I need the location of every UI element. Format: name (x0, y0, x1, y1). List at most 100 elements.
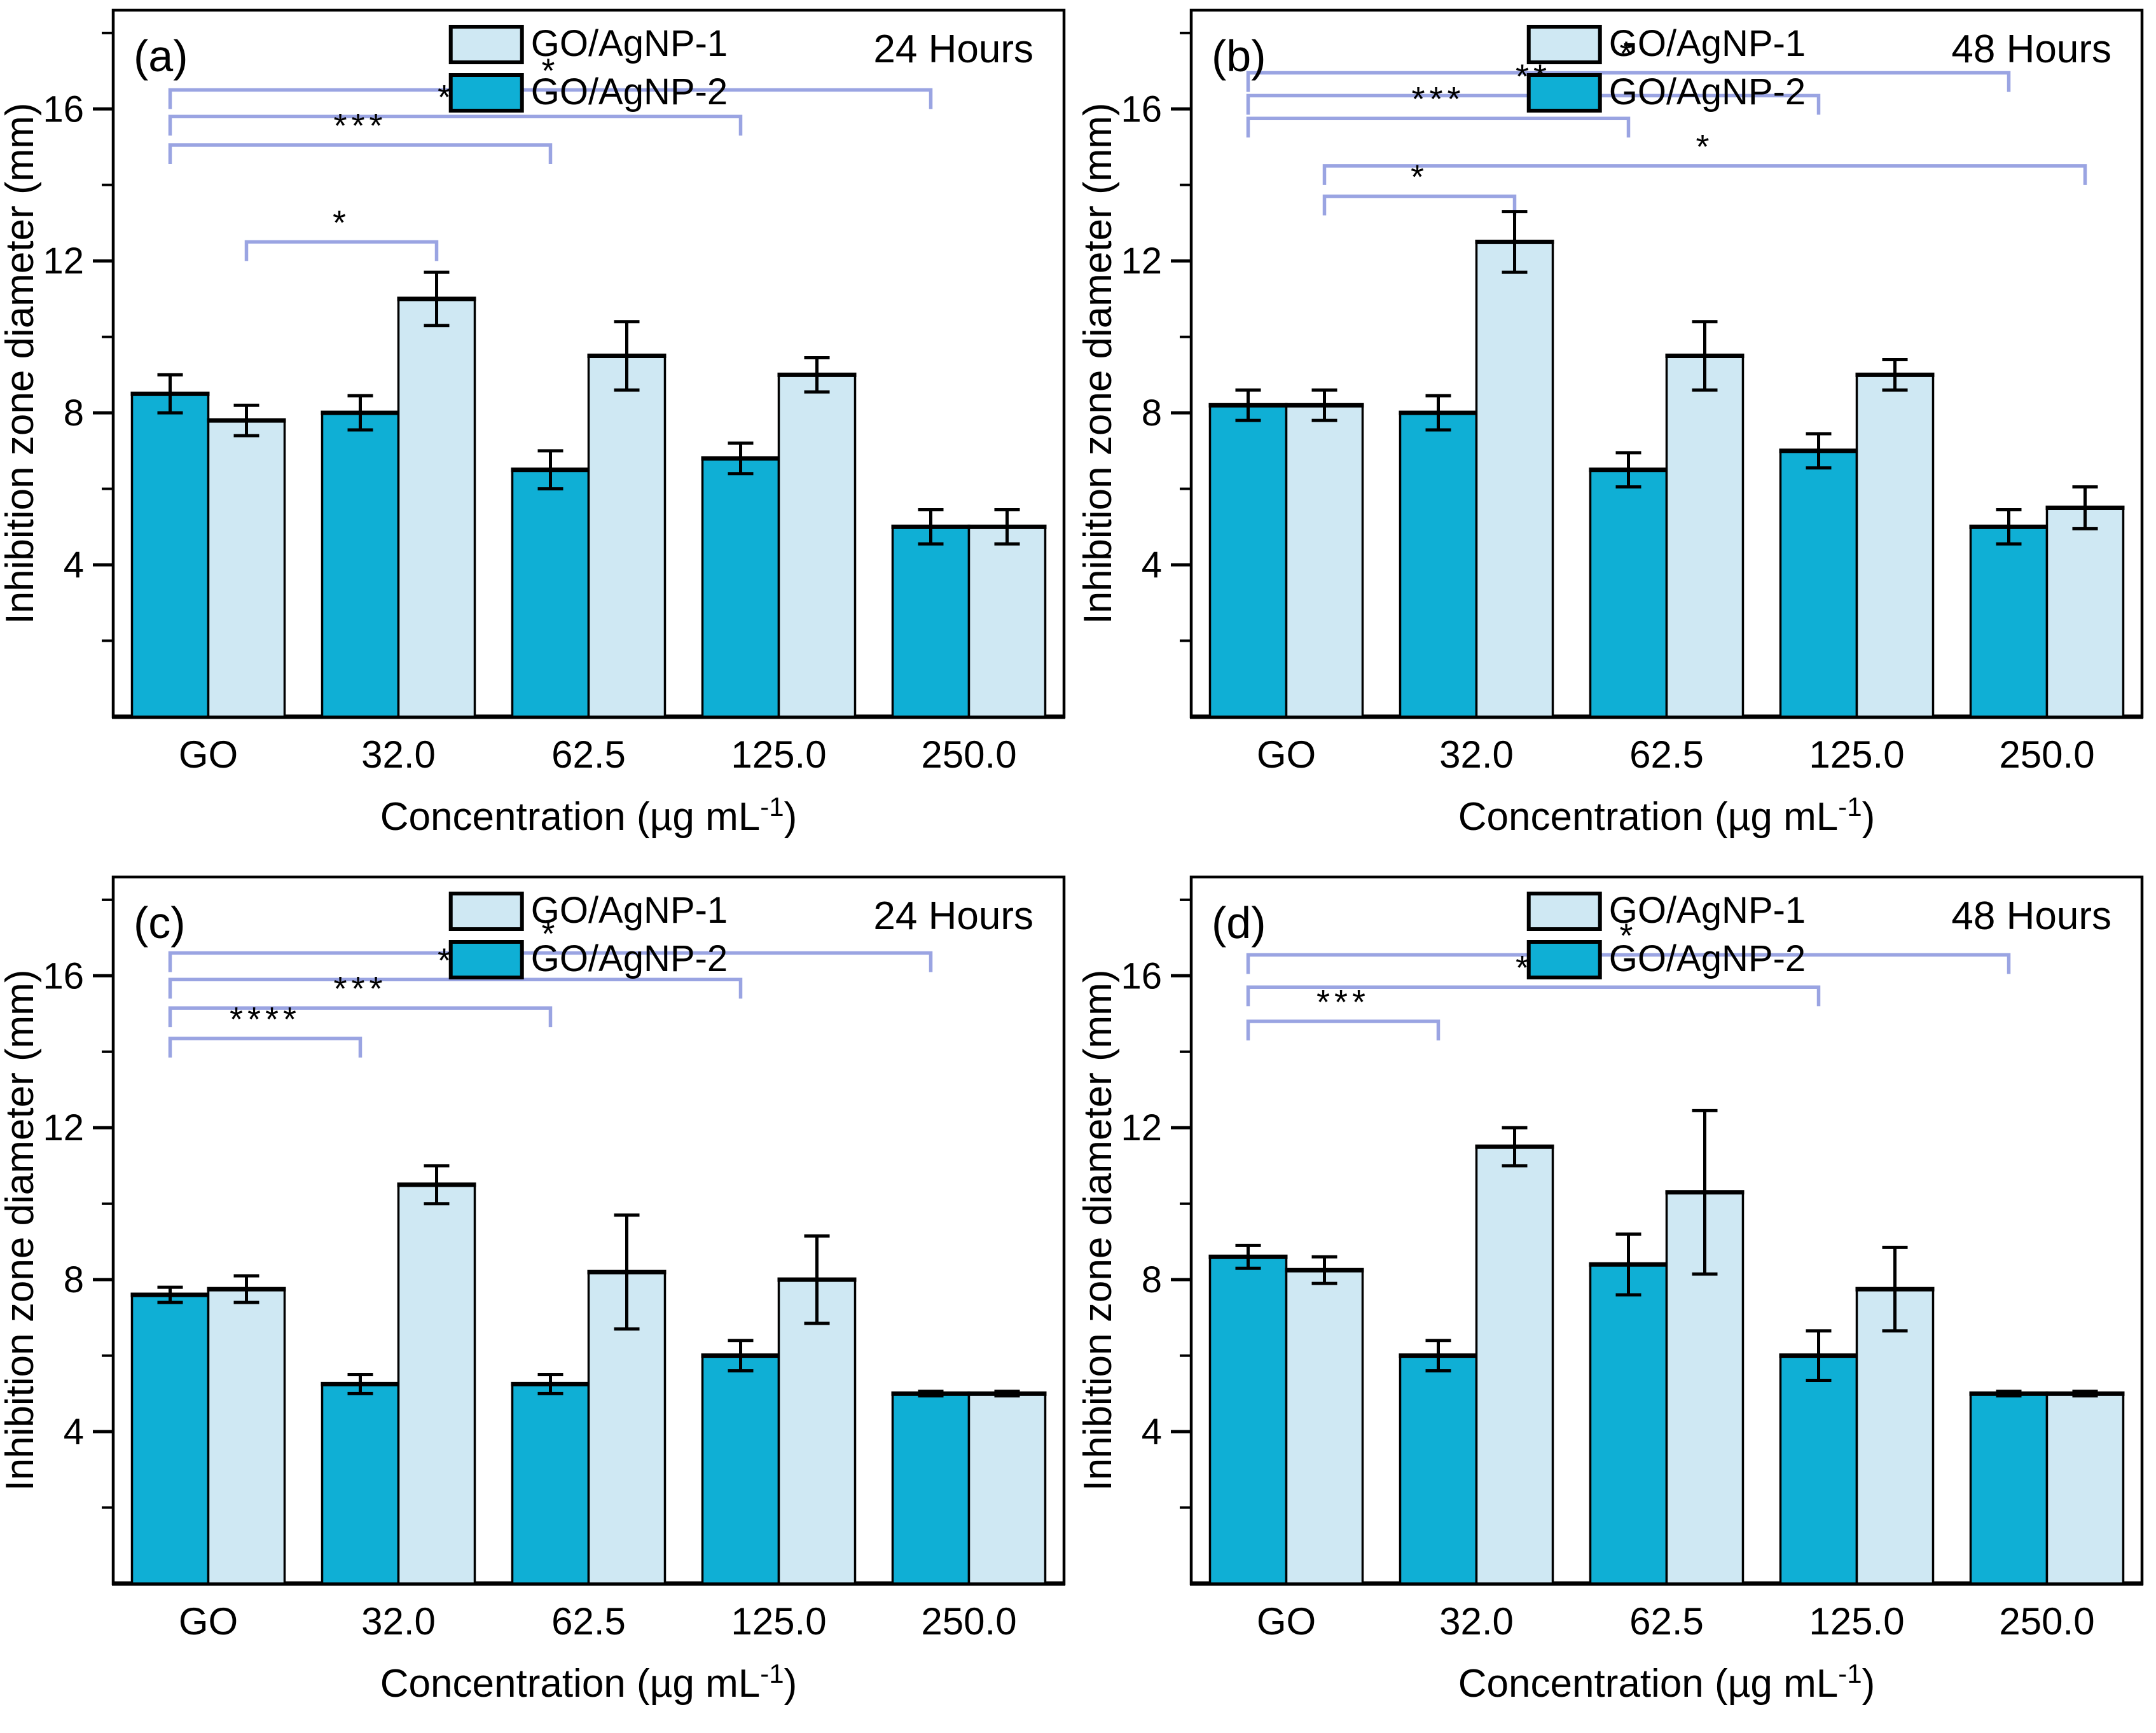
x-tick-label: GO (1257, 733, 1316, 776)
bar (1855, 373, 1935, 718)
x-tick-label: GO (179, 733, 238, 776)
error-bars (1235, 210, 2098, 546)
bar (130, 392, 210, 718)
bar (1779, 1354, 1858, 1585)
sig-label: *** (1316, 983, 1370, 1021)
significance-brackets: ********** (168, 915, 933, 1058)
bar (511, 1383, 590, 1585)
sig-label: * (1619, 35, 1637, 73)
panel-letter: (a) (134, 31, 188, 81)
x-tick-label: 250.0 (921, 1600, 1016, 1643)
y-axis-title: Inhibition zone diameter (mm) (1078, 102, 1120, 624)
x-tick-label: 125.0 (1809, 733, 1904, 776)
bars (1208, 239, 2125, 718)
legend-swatch (448, 940, 524, 979)
sig-bracket (168, 114, 743, 136)
time-annotation: 24 Hours (873, 27, 1033, 71)
legend-swatch (448, 73, 524, 113)
time-annotation: 48 Hours (1951, 27, 2111, 71)
x-tick-label: 125.0 (731, 1600, 826, 1643)
legend: GO/AgNP-1 GO/AgNP-2 (448, 23, 728, 113)
x-tick-label: 250.0 (1999, 733, 2094, 776)
legend-label: GO/AgNP-1 (1609, 890, 1806, 931)
sig-label: * (541, 52, 559, 90)
y-tick-label: 16 (43, 88, 84, 130)
panel-a: 481216*******GO32.062.5125.0250.0Concent… (0, 0, 1078, 866)
bar (587, 354, 667, 718)
x-axis-title: Concentration (µg mL-1) (380, 792, 797, 839)
sig-bracket (168, 1037, 363, 1058)
bar (777, 373, 857, 718)
bar (1475, 240, 1554, 718)
y-tick-label: 4 (64, 1411, 84, 1453)
bar (1475, 1145, 1554, 1585)
x-tick-label: GO (179, 1600, 238, 1643)
error-bars (1235, 1108, 2098, 1398)
error-bars (157, 270, 1020, 546)
bar (701, 457, 780, 718)
bar (130, 1294, 210, 1585)
legend-label: GO/AgNP-2 (1609, 938, 1806, 979)
sig-bracket (1322, 164, 2087, 185)
significance-brackets: ****** (1246, 916, 2011, 1040)
y-axis-title: Inhibition zone diameter (mm) (1078, 969, 1120, 1491)
y-ticks: 4 8 12 16 (43, 31, 113, 642)
x-tick-label: GO (1257, 1600, 1316, 1643)
bar (1589, 1263, 1668, 1585)
y-tick-label: 8 (1142, 1259, 1162, 1301)
legend-swatch (1526, 25, 1602, 64)
bar (207, 419, 286, 718)
panel-a-chart: 481216*******GO32.062.5125.0250.0Concent… (0, 8, 1066, 839)
error-bars (157, 1164, 1020, 1398)
bar (1208, 404, 1288, 718)
bar (1855, 1288, 1935, 1585)
y-tick-label: 16 (1121, 955, 1162, 997)
legend: GO/AgNP-1 GO/AgNP-2 (1526, 890, 1806, 979)
x-tick-label: 32.0 (1439, 733, 1514, 776)
x-tick-label: 62.5 (1629, 733, 1704, 776)
x-tick-label: 125.0 (1809, 1600, 1904, 1643)
sig-bracket (1246, 71, 2011, 92)
x-tick-label: 125.0 (731, 733, 826, 776)
bar (1285, 1269, 1364, 1585)
y-axis-title: Inhibition zone diameter (mm) (0, 969, 42, 1491)
sig-label: **** (230, 1000, 301, 1039)
sig-label: * (541, 915, 559, 953)
legend-swatch (1526, 73, 1602, 113)
bar (2045, 1392, 2125, 1585)
sig-label: * (333, 204, 350, 242)
sig-label: *** (1411, 80, 1465, 118)
x-tick-label: 62.5 (551, 733, 626, 776)
sig-bracket (1322, 194, 1517, 216)
bar (1399, 1354, 1478, 1585)
y-tick-label: 12 (1121, 240, 1162, 282)
y-tick-label: 4 (1142, 1411, 1162, 1453)
y-ticks: 4 8 12 16 (1121, 898, 1191, 1509)
panel-d: 481216******GO32.062.5125.0250.0Concentr… (1078, 867, 2156, 1733)
sig-label: *** (333, 107, 387, 145)
time-annotation: 48 Hours (1951, 894, 2111, 938)
bar (511, 468, 590, 718)
bars (130, 1182, 1047, 1585)
x-axis-title: Concentration (µg mL-1) (1458, 792, 1875, 839)
panel-letter: (b) (1212, 31, 1266, 81)
y-tick-label: 4 (1142, 544, 1162, 586)
y-tick-label: 4 (64, 544, 84, 586)
sig-bracket (168, 1006, 553, 1028)
x-axis-title: Concentration (µg mL-1) (380, 1659, 797, 1706)
bar (777, 1278, 857, 1585)
sig-bracket (1246, 985, 1821, 1007)
legend-label: GO/AgNP-2 (531, 938, 728, 979)
x-tick-label: 62.5 (551, 1600, 626, 1643)
y-tick-label: 12 (43, 1107, 84, 1149)
y-tick-label: 8 (64, 1259, 84, 1301)
bar (2045, 506, 2125, 718)
bar (397, 298, 476, 718)
x-tick-label: 32.0 (361, 1600, 436, 1643)
legend-swatch (1526, 892, 1602, 931)
sig-label: * (1696, 128, 1713, 166)
legend-label: GO/AgNP-2 (1609, 71, 1806, 113)
y-tick-label: 16 (1121, 88, 1162, 130)
y-tick-label: 8 (64, 392, 84, 434)
bar (1779, 450, 1858, 718)
